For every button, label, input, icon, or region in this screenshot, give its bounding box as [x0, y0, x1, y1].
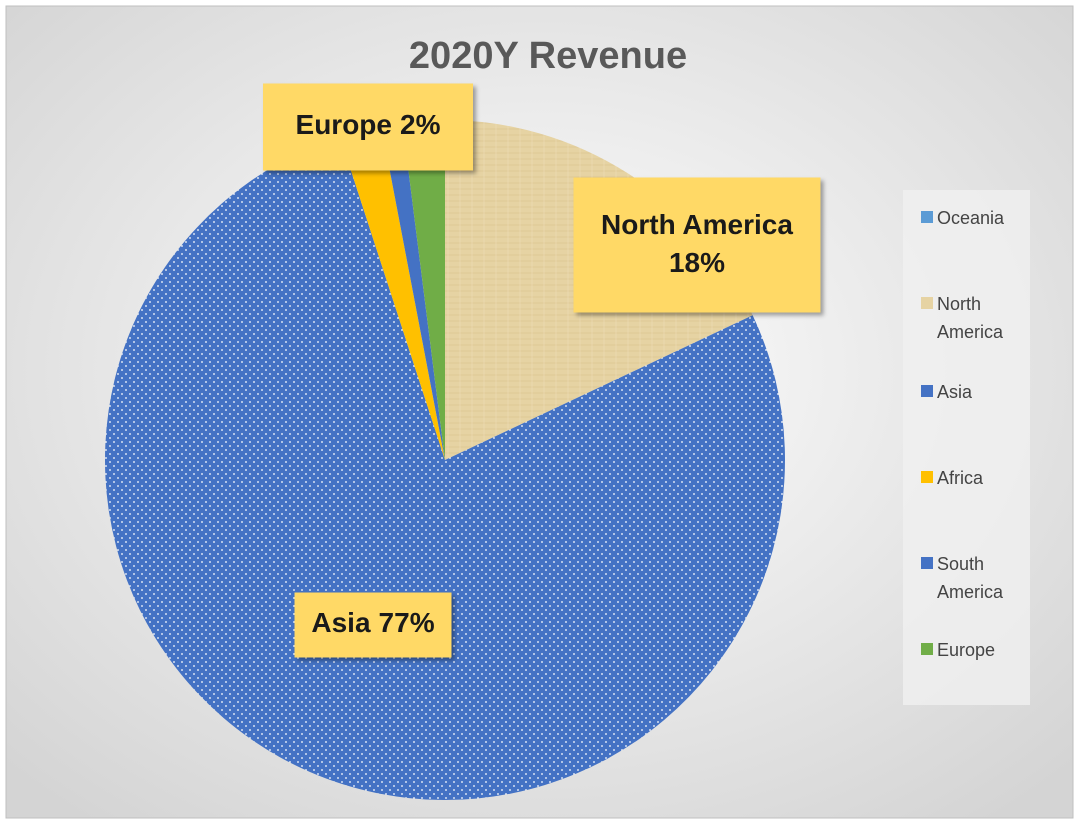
- legend-swatch: [921, 297, 933, 309]
- legend-item: North America: [921, 290, 1021, 346]
- legend-swatch: [921, 385, 933, 397]
- pie-slice: [339, 126, 445, 460]
- data-label-box: [294, 592, 452, 658]
- legend-label: Europe: [937, 640, 996, 660]
- legend-item: Oceania: [921, 204, 1021, 232]
- legend-swatch: [921, 211, 933, 223]
- legend-item: Africa: [921, 464, 1021, 492]
- data-label-box: [573, 177, 821, 313]
- legend-item: Asia: [921, 378, 1021, 406]
- data-label-box: [263, 83, 473, 171]
- data-label-category: North America: [601, 209, 793, 240]
- legend-label: Africa: [937, 468, 984, 488]
- legend-label: Asia: [937, 382, 973, 402]
- data-label-category: Europe: [296, 109, 392, 140]
- legend-label: Oceania: [937, 208, 1005, 228]
- legend: Oceania North America Asia Africa South Amer…: [903, 190, 1030, 705]
- legend-swatch: [921, 557, 933, 569]
- data-label: Asia 77%: [311, 607, 434, 638]
- pie-slice: [381, 122, 445, 460]
- pie-slice: [104, 136, 785, 801]
- legend-label: North America: [937, 294, 1004, 342]
- legend-swatch: [921, 471, 933, 483]
- legend-label: South America: [937, 554, 1004, 602]
- legend-item: South America: [921, 550, 1021, 606]
- slices: [104, 120, 785, 801]
- legend-swatch: [921, 643, 933, 655]
- data-label-value: 77%: [379, 607, 435, 638]
- data-label-value: 2%: [400, 109, 441, 140]
- data-label-category: Asia: [311, 607, 371, 638]
- chart-title: 2020Y Revenue: [409, 35, 687, 77]
- legend-item: Europe: [921, 636, 1021, 664]
- data-label: North America 18%: [601, 209, 793, 278]
- data-labels: North America 18% Asia 77% Europe 2%: [263, 83, 821, 658]
- data-label: Europe 2%: [296, 109, 441, 140]
- data-label-value: 18%: [669, 247, 725, 278]
- pie-slice: [402, 120, 445, 460]
